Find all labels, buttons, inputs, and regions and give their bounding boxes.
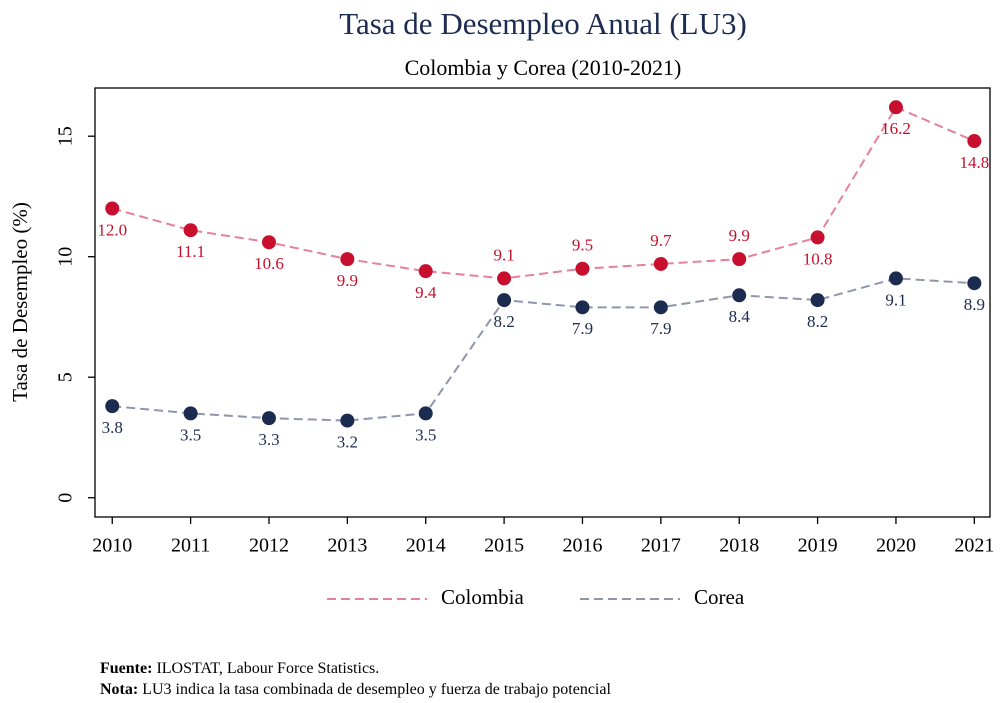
marker	[810, 230, 825, 245]
data-label: 7.9	[572, 319, 593, 338]
marker	[732, 252, 747, 267]
note-label: Fuente:	[100, 660, 152, 677]
plot-frame	[94, 87, 991, 518]
note-text: ILOSTAT, Labour Force Statistics.	[156, 660, 379, 677]
data-label: 3.2	[337, 433, 358, 452]
data-label: 8.4	[729, 307, 751, 326]
x-tick-label: 2011	[171, 535, 210, 557]
marker	[261, 411, 276, 426]
y-axis-label: Tasa de Desempleo (%)	[8, 202, 32, 402]
x-tick-label: 2021	[954, 535, 994, 557]
x-tick-label: 2015	[484, 535, 524, 557]
data-label: 9.1	[885, 290, 906, 309]
x-tick-label: 2010	[92, 535, 132, 557]
data-label: 3.5	[415, 425, 436, 444]
x-tick-label: 2013	[327, 535, 367, 557]
x-tick-label: 2020	[876, 535, 916, 557]
x-tick-label: 2014	[406, 535, 446, 557]
marker	[418, 264, 433, 279]
note-text: LU3 indica la tasa combinada de desemple…	[142, 681, 611, 698]
data-label: 12.0	[97, 220, 127, 239]
data-label: 11.1	[176, 242, 205, 261]
data-label: 14.8	[959, 153, 989, 172]
marker	[418, 406, 433, 421]
data-label: 7.9	[650, 319, 671, 338]
x-tick-label: 2019	[798, 535, 838, 557]
legend-label: Colombia	[441, 585, 525, 609]
data-label: 8.2	[807, 312, 828, 331]
data-label: 9.9	[337, 271, 358, 290]
y-tick-label: 5	[55, 372, 77, 382]
data-label: 8.2	[493, 312, 514, 331]
marker	[732, 288, 747, 303]
data-label: 10.8	[803, 249, 833, 268]
x-tick-label: 2016	[562, 535, 602, 557]
marker	[575, 300, 590, 315]
data-label: 3.8	[102, 418, 123, 437]
chart-title: Tasa de Desempleo Anual (LU3)	[339, 6, 747, 41]
y-tick-label: 0	[55, 493, 77, 503]
data-label: 9.1	[493, 245, 514, 264]
marker	[575, 261, 590, 276]
x-tick-label: 2018	[719, 535, 759, 557]
marker	[653, 256, 668, 271]
data-label: 8.9	[964, 295, 985, 314]
data-label: 3.5	[180, 425, 201, 444]
series-line	[112, 277, 975, 422]
marker	[888, 271, 903, 286]
data-label: 3.3	[258, 430, 279, 449]
marker	[340, 252, 355, 267]
marker	[261, 235, 276, 250]
legend-label: Corea	[694, 585, 745, 609]
data-label: 9.4	[415, 283, 437, 302]
y-tick-label: 15	[55, 126, 77, 146]
data-label: 9.7	[650, 231, 672, 250]
note: Fuente: ILOSTAT, Labour Force Statistics…	[100, 660, 379, 677]
marker	[497, 271, 512, 286]
note-label: Nota:	[100, 681, 138, 698]
chart-subtitle: Colombia y Corea (2010-2021)	[405, 55, 682, 80]
marker	[497, 293, 512, 308]
marker	[967, 276, 982, 291]
note: Nota: LU3 indica la tasa combinada de de…	[100, 681, 611, 698]
y-tick-label: 10	[55, 247, 77, 267]
x-tick-label: 2012	[249, 535, 289, 557]
series-line	[111, 106, 975, 280]
marker	[888, 100, 903, 115]
data-label: 9.9	[729, 226, 750, 245]
marker	[183, 406, 198, 421]
data-label: 10.6	[254, 254, 284, 273]
marker	[653, 300, 668, 315]
notes: Fuente: ILOSTAT, Labour Force Statistics…	[100, 660, 611, 698]
marker	[810, 293, 825, 308]
marker	[105, 399, 120, 414]
marker	[183, 223, 198, 238]
data-label: 9.5	[572, 236, 593, 255]
marker	[340, 413, 355, 428]
data-label: 16.2	[881, 119, 911, 138]
marker	[105, 201, 120, 216]
x-tick-label: 2017	[641, 535, 681, 557]
marker	[967, 134, 982, 149]
